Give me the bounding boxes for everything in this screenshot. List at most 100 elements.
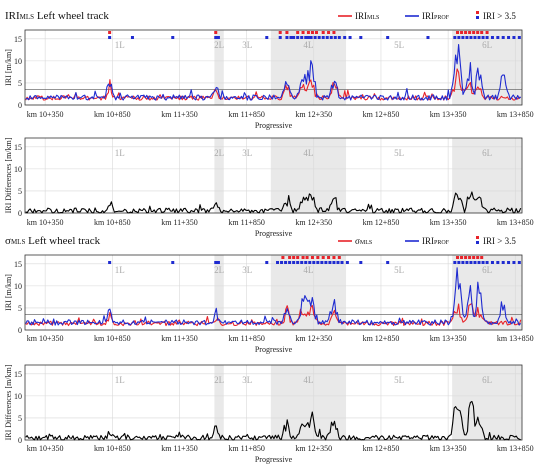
segment-shade: [452, 255, 522, 330]
flag-marker-blue: [296, 261, 300, 264]
y-tick-label: 0: [18, 209, 22, 218]
flag-marker-blue: [171, 261, 175, 264]
segment-label: 2L: [214, 148, 224, 158]
y-axis-label: IRI [m/km]: [4, 49, 13, 86]
legend-main: IRI: [422, 11, 434, 21]
segment-label: 2L: [214, 265, 224, 275]
legend-label-2: IRIPROF: [422, 11, 450, 21]
segment-shade: [214, 365, 224, 440]
panel-title: IRIMLS Left wheel track: [5, 10, 109, 22]
flag-marker-blue: [512, 36, 516, 39]
flag-marker-red: [337, 256, 341, 259]
flag-marker-blue: [496, 36, 500, 39]
segment-label: 5L: [394, 40, 404, 50]
segment-label: 6L: [482, 148, 492, 158]
flag-marker-blue: [343, 36, 347, 39]
flag-marker-blue: [340, 261, 344, 264]
flag-marker-blue: [507, 36, 511, 39]
flag-marker-red: [108, 31, 112, 34]
flag-marker-blue: [289, 36, 293, 39]
y-tick-label: 15: [14, 370, 22, 379]
x-tick-label: km 13+850: [497, 110, 534, 119]
flag-marker-red: [278, 31, 282, 34]
flag-marker-blue: [214, 36, 218, 39]
x-tick-label: km 10+350: [27, 218, 64, 227]
flag-marker-blue: [325, 36, 329, 39]
legend-flag-red: [476, 11, 479, 14]
flag-marker-blue: [461, 261, 465, 264]
flag-marker-red: [321, 256, 325, 259]
x-tick-label: km 10+350: [27, 334, 64, 343]
x-tick-label: km 11+850: [228, 218, 264, 227]
flag-marker-blue: [292, 261, 296, 264]
flag-marker-blue: [426, 36, 430, 39]
x-tick-label: km 13+350: [430, 110, 467, 119]
flag-marker-red: [301, 256, 305, 259]
x-tick-label: km 10+350: [27, 110, 64, 119]
flag-marker-red: [314, 31, 318, 34]
segment-label: 5L: [394, 148, 404, 158]
flag-marker-blue: [517, 36, 521, 39]
flag-marker-blue: [320, 261, 324, 264]
x-axis-label: Progressive: [255, 121, 293, 130]
flag-marker-blue: [501, 36, 505, 39]
y-tick-label: 0: [18, 436, 22, 445]
x-tick-label: km 10+850: [94, 218, 131, 227]
flag-marker-red: [476, 31, 480, 34]
flag-marker-blue: [316, 261, 320, 264]
flag-marker-blue: [512, 261, 516, 264]
plot-frame: [24, 254, 523, 331]
flag-marker-red: [456, 31, 460, 34]
flag-marker-blue: [300, 36, 304, 39]
flag-marker-blue: [309, 36, 313, 39]
flag-marker-blue: [276, 261, 280, 264]
flag-marker-red: [296, 31, 300, 34]
segment-shade: [214, 255, 224, 330]
flag-marker-blue: [453, 36, 457, 39]
x-tick-label: km 11+850: [228, 334, 264, 343]
flag-marker-blue: [333, 36, 337, 39]
segment-label: 4L: [303, 375, 313, 385]
legend-flag-red: [476, 236, 479, 239]
panel-4: 1L 2L 3L 4L 5L 6L 0 5 10 15 km 10+350 km 10+850 km 1…: [4, 364, 534, 464]
legend-flag-blue: [476, 241, 479, 244]
flag-marker-blue: [465, 36, 469, 39]
flag-marker-blue: [292, 36, 296, 39]
flag-marker-blue: [457, 261, 461, 264]
x-tick-label: km 11+350: [161, 334, 197, 343]
legend-flag-label: IRI > 3.5: [483, 11, 516, 21]
flag-marker-blue: [453, 261, 457, 264]
flag-marker-red: [285, 31, 289, 34]
flag-marker-blue: [265, 261, 269, 264]
segment-label: 4L: [303, 40, 313, 50]
flag-marker-red: [468, 31, 472, 34]
title-rest: Left wheel track: [25, 235, 100, 247]
flag-marker-blue: [300, 261, 304, 264]
flag-marker-blue: [324, 261, 328, 264]
y-tick-label: 10: [14, 392, 22, 401]
flag-marker-red: [480, 31, 484, 34]
series-line-1: [25, 191, 522, 214]
panel-3: 1L 2L 3L 4L 5L 6L 0 5 10 15 km 10+350 km 10+850 km 1…: [4, 235, 534, 354]
x-tick-label: km 12+850: [363, 444, 400, 453]
flag-marker-blue: [284, 261, 288, 264]
flag-marker-blue: [288, 261, 292, 264]
flag-marker-blue: [473, 36, 477, 39]
series-line-1: [25, 400, 521, 441]
plot-frame: [24, 364, 523, 441]
panel-1: 1L 2L 3L 4L 5L 6L 0 5 10 15 km 10+350 km 10+850 km 1…: [4, 10, 534, 130]
x-tick-label: km 10+850: [94, 334, 131, 343]
segment-label: 4L: [303, 148, 313, 158]
x-tick-label: km 10+850: [94, 444, 131, 453]
flag-marker-blue: [321, 36, 325, 39]
segment-label: 1L: [115, 148, 125, 158]
flag-marker-blue: [214, 261, 218, 264]
x-tick-label: km 13+350: [430, 444, 467, 453]
legend-label-1: σMLS: [355, 236, 372, 246]
flag-marker-blue: [329, 36, 333, 39]
flag-marker-blue: [278, 36, 282, 39]
flag-marker-blue: [304, 261, 308, 264]
flag-marker-red: [310, 256, 314, 259]
y-tick-label: 15: [14, 143, 22, 152]
segment-label: 1L: [115, 375, 125, 385]
